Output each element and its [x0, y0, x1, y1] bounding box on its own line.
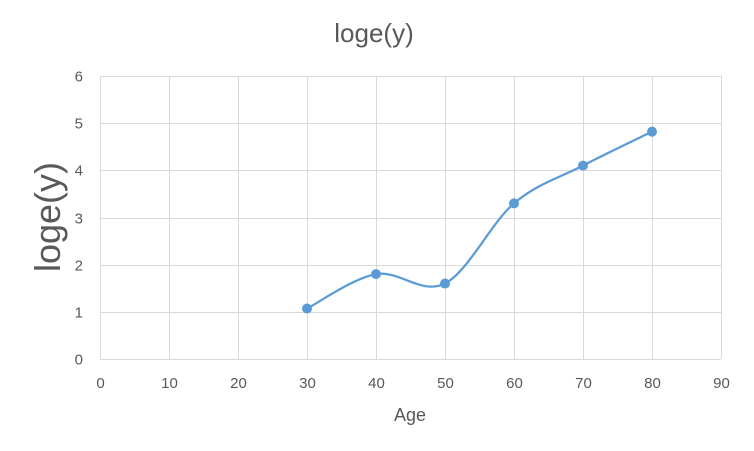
y-tick-label: 4 — [75, 163, 83, 180]
y-axis-title: loge(y) — [27, 162, 68, 272]
x-tick-label: 10 — [161, 375, 178, 392]
data-point — [647, 126, 657, 137]
gridlines — [100, 76, 722, 360]
x-axis-title: Age — [394, 405, 426, 425]
y-tick-label: 1 — [75, 305, 83, 322]
data-point — [578, 160, 588, 171]
data-point — [440, 278, 450, 289]
x-tick-label: 70 — [575, 375, 592, 392]
y-tick-label: 0 — [75, 352, 83, 369]
x-tick-label: 80 — [644, 375, 661, 392]
y-tick-label: 2 — [75, 258, 83, 275]
x-tick-label: 50 — [437, 375, 454, 392]
x-tick-label: 90 — [713, 375, 730, 392]
y-tick-label: 6 — [75, 69, 83, 86]
data-point — [509, 198, 519, 209]
y-tick-labels: 0 1 2 3 4 5 6 — [75, 69, 83, 369]
data-point — [302, 303, 312, 314]
y-tick-label: 3 — [75, 211, 83, 228]
chart-title: loge(y) — [334, 18, 413, 48]
x-tick-label: 60 — [506, 375, 523, 392]
y-tick-label: 5 — [75, 116, 83, 133]
series-group — [302, 126, 657, 314]
x-tick-label: 0 — [96, 375, 104, 392]
x-tick-label: 30 — [299, 375, 316, 392]
x-tick-labels: 0 10 20 30 40 50 60 70 80 90 — [96, 375, 730, 392]
data-point — [371, 269, 381, 280]
x-tick-label: 20 — [230, 375, 247, 392]
x-tick-label: 40 — [368, 375, 385, 392]
series-line — [305, 130, 654, 310]
